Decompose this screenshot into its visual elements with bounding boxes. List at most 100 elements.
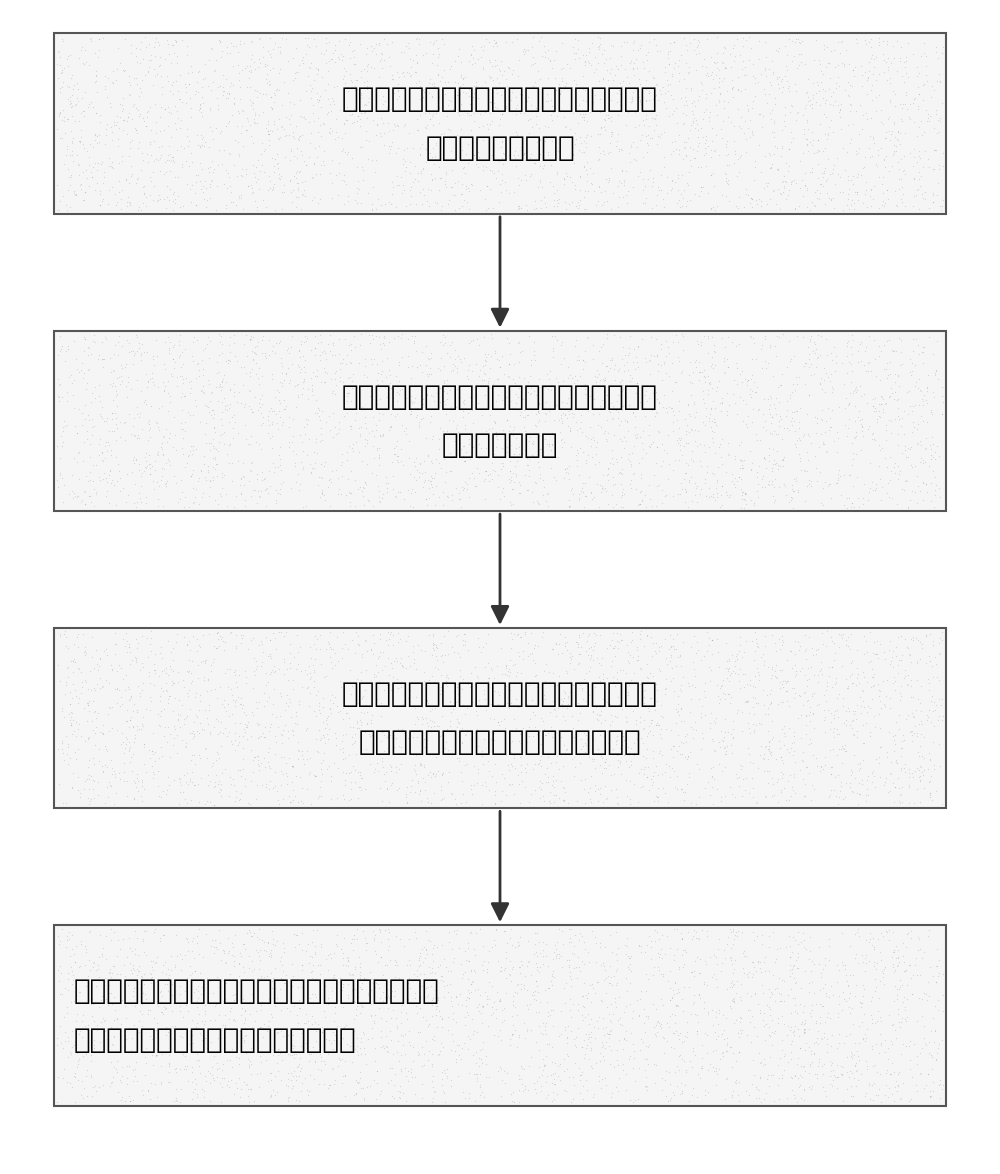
Point (741, 744, 757, 763)
Point (652, 1017, 668, 1035)
Point (786, 1021, 802, 1040)
Point (435, 421, 451, 440)
Point (243, 453, 259, 472)
Point (889, 197, 905, 216)
Point (185, 1082, 201, 1101)
Point (147, 664, 163, 683)
Point (896, 73, 912, 92)
Point (205, 467, 221, 486)
Point (149, 444, 165, 463)
Point (598, 169, 614, 188)
Point (910, 630, 926, 649)
Point (682, 121, 698, 140)
Point (471, 464, 487, 483)
Point (772, 200, 788, 218)
Point (294, 960, 310, 979)
Point (150, 377, 166, 396)
Point (262, 630, 278, 649)
Point (154, 396, 170, 414)
Point (892, 1089, 908, 1108)
Point (674, 1032, 690, 1051)
Point (356, 704, 372, 723)
Point (630, 647, 646, 666)
Point (77, 731, 93, 750)
Point (764, 407, 780, 426)
Point (353, 713, 369, 731)
Point (770, 160, 786, 178)
Point (813, 410, 829, 429)
Point (328, 122, 344, 141)
Point (104, 765, 120, 784)
Point (637, 1060, 653, 1079)
Point (531, 933, 547, 952)
Point (336, 790, 352, 809)
Point (935, 1001, 951, 1020)
Point (238, 674, 254, 693)
Point (546, 792, 562, 811)
Point (764, 461, 780, 480)
Point (505, 479, 521, 498)
Point (831, 102, 847, 121)
Point (488, 919, 504, 938)
Point (743, 986, 759, 1005)
Point (454, 1038, 470, 1057)
Point (585, 640, 601, 659)
Point (787, 1001, 803, 1020)
Point (313, 654, 329, 673)
Point (244, 183, 260, 202)
Point (674, 780, 690, 798)
Point (100, 704, 116, 723)
Point (585, 650, 601, 669)
Point (236, 467, 252, 486)
Point (95, 715, 111, 734)
Point (567, 124, 583, 143)
Point (832, 782, 848, 801)
Point (686, 92, 702, 110)
Point (343, 335, 359, 353)
Point (164, 36, 180, 55)
Point (549, 945, 565, 964)
Point (911, 147, 927, 166)
Point (445, 446, 461, 465)
Point (432, 956, 448, 974)
Point (358, 695, 374, 714)
Point (544, 728, 560, 747)
Point (424, 1072, 440, 1091)
Point (700, 385, 716, 404)
Point (691, 788, 707, 807)
Point (878, 147, 894, 166)
Point (871, 33, 887, 52)
Point (478, 701, 494, 720)
Point (318, 412, 334, 431)
Point (850, 1071, 866, 1089)
Point (749, 377, 765, 396)
Point (271, 333, 287, 352)
Point (211, 772, 227, 791)
Point (225, 985, 241, 1004)
Point (890, 406, 906, 425)
Point (793, 1014, 809, 1033)
Point (263, 648, 279, 667)
Point (385, 467, 401, 486)
Point (927, 480, 943, 499)
Point (882, 93, 898, 112)
Point (567, 337, 583, 356)
Point (224, 935, 240, 953)
Point (711, 1003, 727, 1021)
Point (363, 994, 379, 1013)
Point (131, 407, 147, 426)
Point (231, 666, 247, 684)
Point (358, 740, 374, 758)
Point (585, 701, 601, 720)
Point (264, 704, 280, 723)
Point (605, 409, 621, 427)
Point (238, 1026, 254, 1045)
Point (926, 498, 942, 517)
Point (717, 684, 733, 703)
Point (421, 365, 437, 384)
Point (545, 767, 561, 785)
Point (849, 34, 865, 53)
Point (152, 108, 168, 127)
Point (501, 146, 517, 164)
Point (142, 133, 158, 151)
